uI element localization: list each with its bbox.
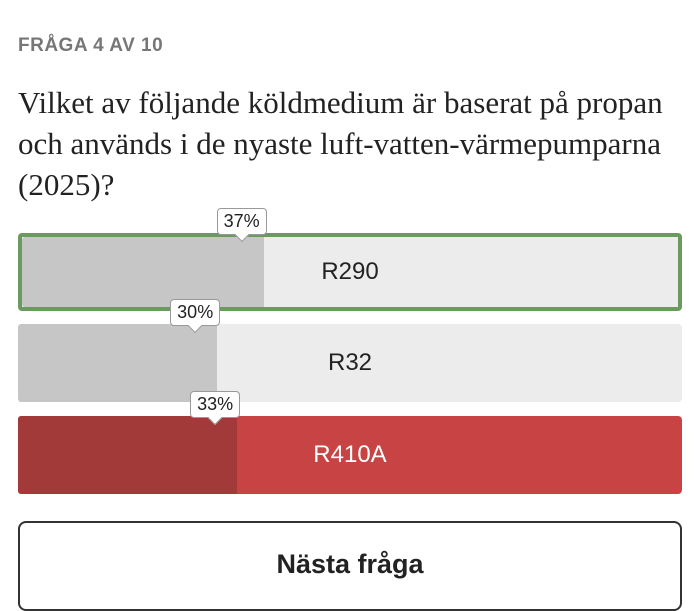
next-button[interactable]: Nästa fråga: [18, 521, 682, 611]
answer-option[interactable]: R32 30%: [18, 299, 682, 402]
result-bar: [18, 416, 238, 494]
option-label: R290: [321, 258, 379, 285]
percent-label: 37%: [216, 208, 267, 235]
answer-option[interactable]: R290 37%: [18, 208, 682, 311]
result-bar: [22, 237, 264, 307]
page: FRÅGA 4 AV 10 Vilket av följande köldmed…: [0, 0, 700, 595]
question-counter: FRÅGA 4 AV 10: [18, 35, 164, 56]
option-label: R410A: [313, 441, 387, 468]
option-label: R32: [327, 349, 373, 376]
question-text: Vilket av följande köldmedium är baserat…: [18, 85, 663, 202]
result-bar: [18, 324, 218, 402]
answer-option[interactable]: R410A 33%: [18, 391, 682, 494]
percent-label: 30%: [170, 299, 221, 326]
percent-label: 33%: [190, 391, 241, 418]
